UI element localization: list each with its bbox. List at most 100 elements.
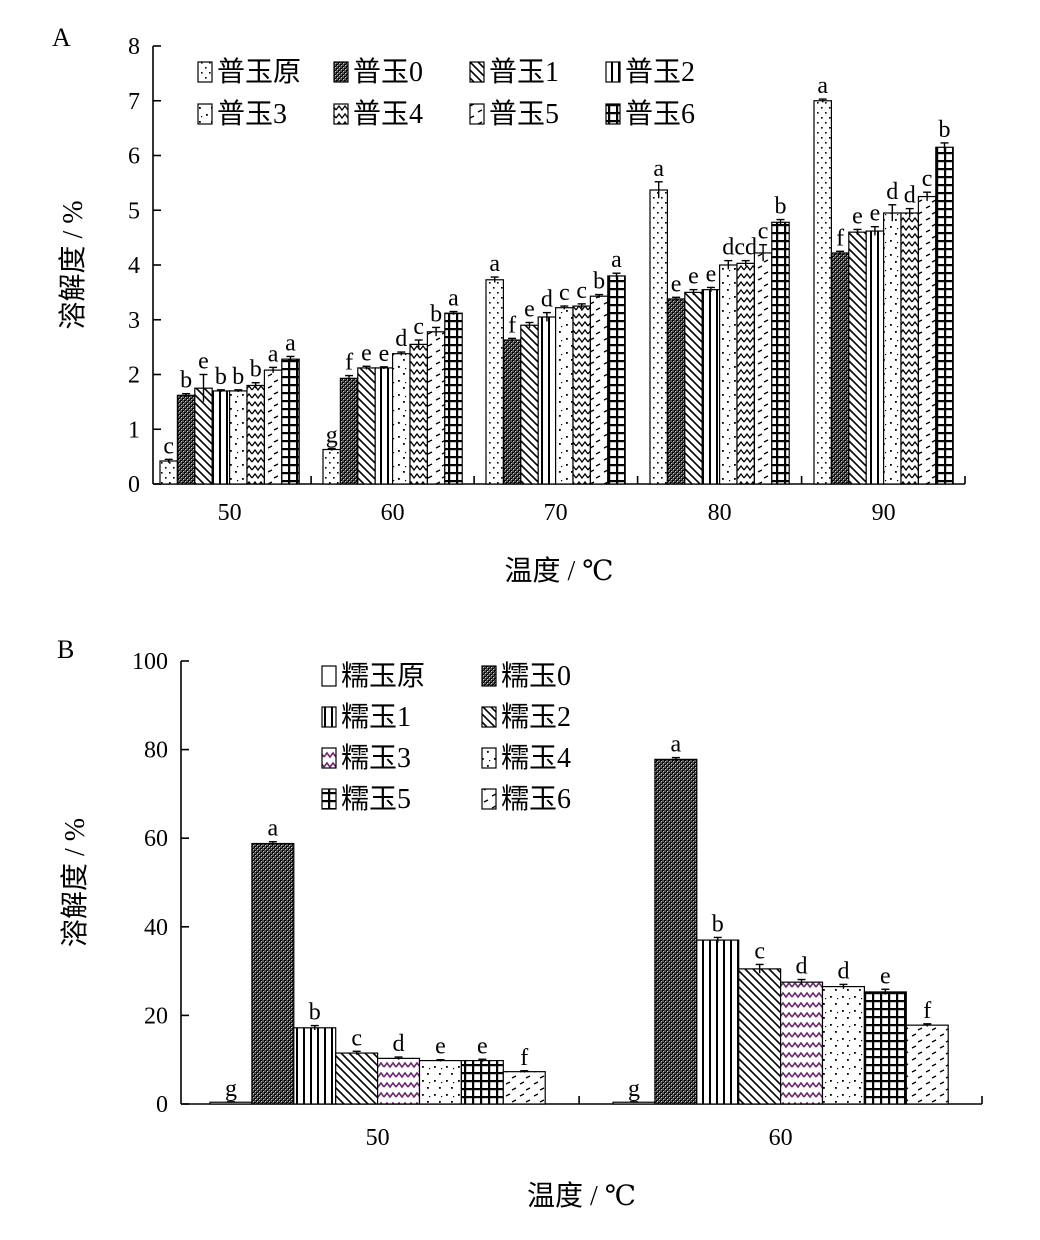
legend: 普玉原 普玉0 普玉1 普玉2 普玉3 普玉4 普玉5 普玉6 bbox=[197, 56, 695, 130]
bar bbox=[666, 298, 686, 485]
bar bbox=[229, 390, 248, 485]
y-tick-label: 5 bbox=[128, 198, 140, 224]
data-label: c bbox=[559, 280, 570, 306]
x-tick-label: 50 bbox=[218, 500, 242, 526]
y-tick-label: 3 bbox=[128, 308, 140, 334]
legend-label: 普玉0 bbox=[353, 56, 423, 88]
y-tick-label: 80 bbox=[144, 738, 168, 764]
x-axis-title: 温度 / ℃ bbox=[527, 1180, 636, 1212]
legend-swatch bbox=[197, 61, 213, 83]
legend-swatch bbox=[481, 665, 497, 687]
legend-label: 普玉原 bbox=[217, 56, 301, 88]
y-tick-label: 100 bbox=[132, 649, 168, 675]
bar bbox=[520, 324, 539, 485]
data-label: f bbox=[923, 998, 931, 1024]
bar bbox=[339, 377, 359, 485]
data-label: e bbox=[706, 261, 717, 287]
data-label: e bbox=[671, 271, 682, 297]
data-label: g bbox=[628, 1076, 640, 1102]
legend-swatch bbox=[605, 61, 621, 83]
y-tick-label: 60 bbox=[144, 826, 168, 852]
legend-label: 糯玉6 bbox=[501, 783, 571, 815]
data-label: b bbox=[250, 357, 262, 383]
bar bbox=[502, 1071, 546, 1105]
data-label: f bbox=[345, 350, 353, 376]
data-label: c bbox=[413, 314, 424, 340]
data-label: e bbox=[379, 341, 390, 367]
bar bbox=[251, 842, 295, 1105]
data-label: a bbox=[489, 251, 500, 277]
data-label: e bbox=[524, 296, 535, 322]
bar bbox=[246, 384, 265, 485]
bar bbox=[485, 279, 504, 485]
bar bbox=[607, 275, 626, 485]
data-label: d bbox=[722, 235, 734, 261]
bar bbox=[374, 367, 394, 485]
bar bbox=[335, 1052, 379, 1105]
bar bbox=[409, 343, 428, 485]
bar bbox=[830, 252, 850, 485]
legend-label: 普玉4 bbox=[353, 98, 423, 130]
bar bbox=[935, 146, 954, 485]
bar bbox=[865, 230, 885, 485]
data-label: c bbox=[922, 166, 933, 192]
bar bbox=[779, 981, 824, 1105]
data-label: c bbox=[576, 278, 587, 304]
y-tick-label: 7 bbox=[128, 89, 140, 115]
bar bbox=[736, 262, 755, 485]
bar bbox=[460, 1059, 504, 1105]
data-label: c bbox=[758, 219, 769, 245]
legend-label: 糯玉3 bbox=[341, 742, 411, 774]
bar bbox=[537, 316, 557, 485]
data-label: b bbox=[180, 368, 192, 394]
data-label: d bbox=[837, 958, 849, 984]
data-label: e bbox=[477, 1033, 488, 1059]
bar bbox=[159, 460, 178, 485]
bar bbox=[900, 212, 919, 485]
legend: 糯玉原 糯玉0 糯玉1 糯玉2 糯玉3 糯玉4 糯玉5 糯玉6 bbox=[321, 660, 571, 815]
data-label: g bbox=[326, 422, 338, 448]
x-tick-label: 60 bbox=[381, 500, 405, 526]
legend-swatch bbox=[321, 706, 337, 728]
bar bbox=[718, 264, 738, 485]
legend-label: 普玉2 bbox=[625, 56, 695, 88]
bar bbox=[377, 1057, 421, 1105]
data-label: b bbox=[775, 194, 787, 220]
data-label: e bbox=[198, 349, 209, 375]
legend-label: 糯玉5 bbox=[341, 783, 411, 815]
legend-swatch bbox=[481, 747, 497, 769]
bar bbox=[194, 387, 213, 485]
bar bbox=[684, 291, 703, 485]
bar bbox=[753, 252, 773, 485]
legend-label: 糯玉0 bbox=[501, 660, 571, 692]
bar bbox=[502, 339, 522, 485]
panel-label: B bbox=[57, 635, 74, 664]
bar bbox=[821, 986, 866, 1105]
data-label: b bbox=[593, 269, 605, 295]
data-label: a bbox=[817, 73, 828, 99]
bar bbox=[357, 367, 376, 485]
data-label: a bbox=[285, 330, 296, 356]
data-label: a bbox=[268, 816, 279, 842]
data-label: f bbox=[836, 225, 844, 251]
data-label: a bbox=[448, 286, 459, 312]
data-label: d bbox=[541, 287, 553, 313]
data-label: a bbox=[653, 156, 664, 182]
data-label: d bbox=[796, 954, 808, 980]
legend-swatch bbox=[333, 61, 349, 83]
legend-swatch bbox=[605, 103, 621, 125]
data-label: e bbox=[688, 264, 699, 290]
bar bbox=[905, 1024, 949, 1105]
data-label: c bbox=[351, 1025, 362, 1051]
data-label: cd bbox=[734, 235, 757, 261]
legend-swatch bbox=[469, 61, 485, 83]
y-tick-label: 0 bbox=[128, 472, 140, 498]
data-label: b bbox=[215, 364, 227, 390]
bar bbox=[848, 231, 867, 485]
legend-label: 普玉6 bbox=[625, 98, 695, 130]
bar bbox=[572, 305, 591, 485]
bar bbox=[701, 289, 721, 485]
data-label: a bbox=[268, 341, 279, 367]
bar bbox=[917, 195, 937, 485]
